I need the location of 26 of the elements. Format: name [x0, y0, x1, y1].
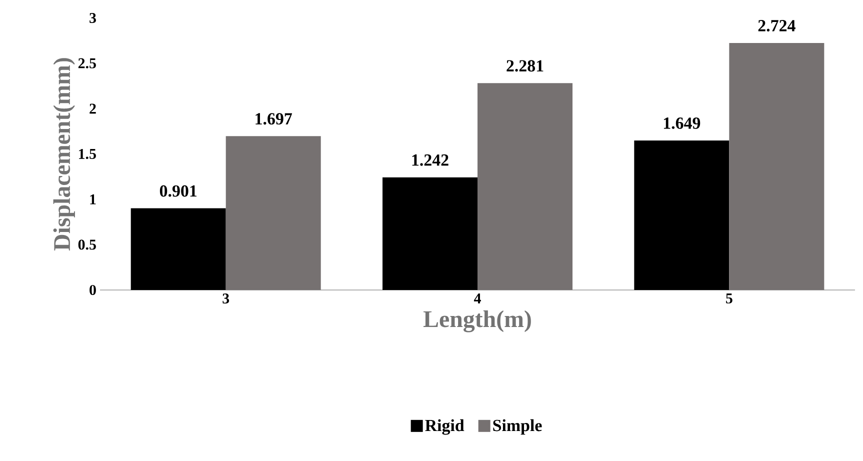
legend-label: Rigid — [425, 419, 464, 435]
data-label: 1.697 — [256, 113, 292, 125]
data-label: 2.724 — [758, 20, 796, 32]
data-label: 1.649 — [664, 118, 700, 129]
legend-label: Simple — [493, 419, 542, 435]
bar — [130, 208, 226, 290]
x-tick-label: 3 — [222, 294, 230, 304]
data-label: 2.281 — [506, 60, 544, 72]
y-tick-label: 3 — [90, 12, 96, 23]
y-tick-label: 1 — [90, 194, 96, 204]
bar — [729, 43, 824, 290]
x-axis-title: Length(m) — [423, 310, 531, 332]
bar — [382, 177, 478, 290]
bar — [634, 140, 730, 290]
y-tick-label: 2 — [90, 104, 96, 114]
y-tick-label: 0 — [90, 284, 96, 296]
x-tick-label: 5 — [726, 294, 732, 304]
bar — [226, 136, 321, 290]
x-tick-label: 4 — [474, 294, 481, 304]
y-tick-label: 0.5 — [78, 240, 96, 250]
data-label: 0.901 — [160, 185, 197, 197]
bar — [478, 83, 573, 290]
data-label: 1.242 — [412, 154, 448, 166]
y-tick-label: 1.5 — [79, 148, 96, 160]
y-axis-title: Displacement(mm) — [53, 58, 75, 251]
y-tick-label: 2.5 — [78, 58, 96, 68]
